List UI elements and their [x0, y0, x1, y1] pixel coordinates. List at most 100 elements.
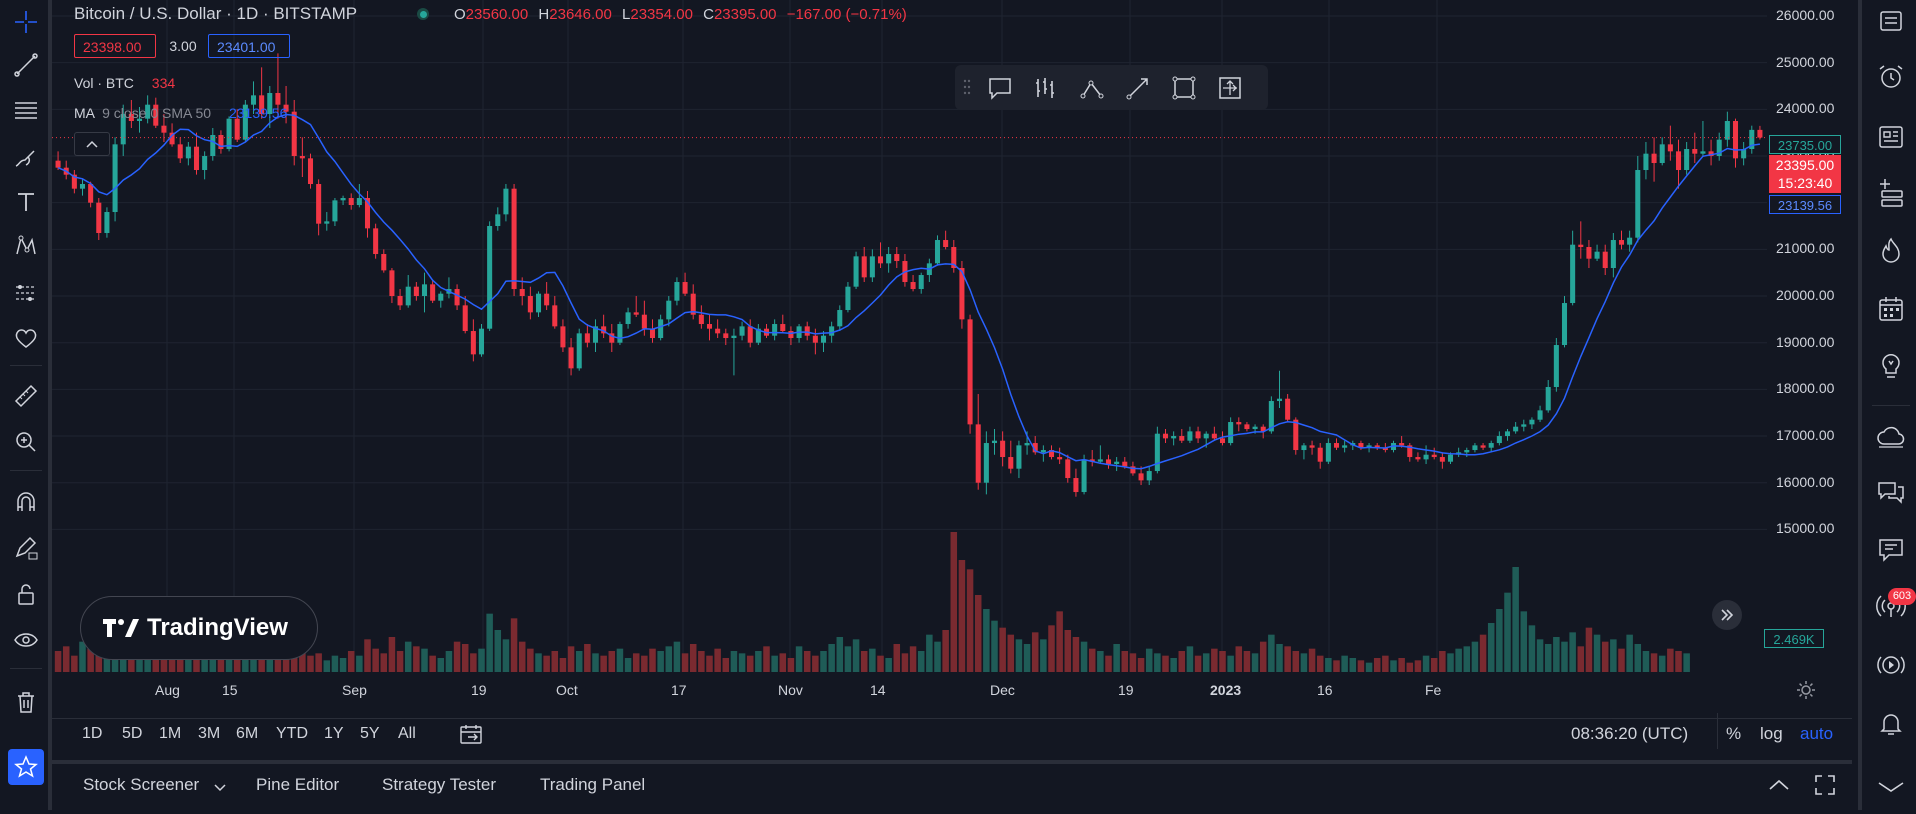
candle	[1211, 426, 1217, 441]
expand-panel-icon[interactable]	[1767, 776, 1791, 794]
public-chats-icon[interactable]	[1872, 531, 1910, 569]
log-scale-toggle[interactable]: log	[1760, 724, 1783, 743]
ma-legend[interactable]: MA 9 close 0 SMA 50 23139.56	[74, 105, 287, 121]
collapse-legend-button[interactable]	[74, 132, 110, 156]
lock-icon[interactable]	[8, 576, 44, 612]
tab-trading-panel[interactable]: Trading Panel	[540, 775, 646, 794]
volume-bar	[1585, 627, 1593, 672]
candle	[153, 97, 159, 129]
horizontal-lines-icon[interactable]	[8, 92, 44, 128]
alerts-bell-icon[interactable]	[1872, 704, 1910, 742]
volume-bar	[1056, 611, 1063, 672]
candle	[389, 268, 395, 304]
buy-price-button[interactable]: 23401.00	[208, 34, 290, 58]
go-to-date-icon[interactable]	[458, 722, 484, 748]
candle-body	[250, 95, 257, 105]
arrow-line-icon[interactable]	[1121, 71, 1155, 105]
candle-body	[1659, 144, 1665, 164]
replay-play-icon[interactable]	[1872, 646, 1910, 684]
chats-icon[interactable]	[1872, 474, 1910, 512]
tab-pine-editor[interactable]: Pine Editor	[256, 775, 340, 794]
draw-lock-icon[interactable]	[8, 530, 44, 566]
tab-stock-screener[interactable]: Stock Screener	[83, 775, 200, 794]
range-button[interactable]: 5Y	[360, 725, 380, 742]
hotlists-flame-icon[interactable]	[1872, 232, 1910, 270]
volume-label: Vol · BTC	[74, 75, 134, 91]
candle	[535, 291, 542, 318]
candle-body	[1285, 398, 1291, 420]
maximize-panel-icon[interactable]	[1813, 773, 1837, 797]
crosshair-icon[interactable]	[8, 4, 44, 40]
volume-bar	[665, 646, 673, 672]
volume-bar	[1325, 658, 1332, 672]
object-tree-icon[interactable]	[1872, 175, 1910, 213]
volume-bar	[689, 644, 697, 672]
watchlist-icon[interactable]	[1872, 2, 1910, 40]
volume-bar	[299, 641, 306, 672]
candle-body	[120, 114, 126, 145]
trend-line-icon[interactable]	[8, 47, 44, 83]
range-button[interactable]: 5D	[122, 725, 143, 742]
drawing-toolbar	[0, 0, 52, 810]
path-icon[interactable]	[1075, 71, 1109, 105]
candle-body	[1537, 410, 1543, 420]
favorites-star-icon[interactable]	[8, 749, 44, 785]
tradingview-logo[interactable]: TradingView	[80, 596, 318, 660]
market-status-icon[interactable]	[417, 8, 429, 20]
volume-bar	[1536, 639, 1544, 672]
candle-body	[918, 275, 924, 290]
calendar-icon[interactable]	[1872, 290, 1910, 328]
candle	[356, 184, 362, 208]
callout-icon[interactable]	[983, 71, 1017, 105]
magnet-icon[interactable]	[8, 484, 44, 520]
trash-icon[interactable]	[8, 684, 44, 720]
tab-strategy-tester[interactable]: Strategy Tester	[382, 775, 497, 794]
volume-bar	[1007, 634, 1015, 672]
candle-body	[1179, 436, 1185, 441]
range-button[interactable]: 6M	[236, 725, 259, 742]
forecast-icon[interactable]	[8, 275, 44, 311]
range-button[interactable]: YTD	[276, 725, 308, 742]
chevron-down-icon[interactable]	[213, 779, 227, 792]
pattern-icon[interactable]	[8, 228, 44, 264]
range-button[interactable]: 1Y	[324, 725, 344, 742]
candle-body	[1057, 457, 1063, 460]
streams-cloud-icon[interactable]	[1872, 417, 1910, 455]
volume-legend[interactable]: Vol · BTC 334	[74, 75, 175, 91]
auto-scale-toggle[interactable]: auto	[1800, 724, 1834, 743]
rectangle-icon[interactable]	[1167, 71, 1201, 105]
range-button[interactable]: 1D	[82, 725, 103, 742]
alarm-clock-icon[interactable]	[1872, 58, 1910, 96]
ideas-lightbulb-icon[interactable]	[1872, 347, 1910, 385]
range-button[interactable]: 3M	[198, 725, 221, 742]
zoom-in-icon[interactable]	[8, 424, 44, 460]
candle-body	[1667, 144, 1673, 152]
chart-pane[interactable]	[52, 0, 1852, 720]
candle-body	[943, 240, 949, 248]
heart-icon[interactable]	[8, 320, 44, 356]
candle	[894, 247, 900, 269]
eye-icon[interactable]	[8, 622, 44, 658]
range-button[interactable]: All	[398, 725, 416, 742]
ruler-icon[interactable]	[8, 378, 44, 414]
drag-handle-icon[interactable]	[963, 78, 971, 96]
news-icon[interactable]	[1872, 118, 1910, 156]
notifications-broadcast-icon[interactable]	[1872, 587, 1910, 625]
time-axis-label: 14	[870, 682, 886, 698]
collapse-sidebar-icon[interactable]	[1872, 764, 1910, 802]
date-price-range-icon[interactable]	[1213, 71, 1247, 105]
volume-bar	[437, 658, 445, 672]
range-button[interactable]: 1M	[159, 725, 182, 742]
text-icon[interactable]	[8, 184, 44, 220]
scroll-to-realtime-button[interactable]	[1712, 600, 1742, 630]
chart-settings-icon[interactable]	[1796, 680, 1816, 700]
brush-icon[interactable]	[8, 140, 44, 176]
volume-bar	[592, 653, 599, 672]
bars-pattern-icon[interactable]	[1029, 71, 1063, 105]
symbol-title[interactable]: Bitcoin / U.S. Dollar · 1D · BITSTAMP	[74, 4, 358, 23]
percent-scale-toggle[interactable]: %	[1726, 724, 1742, 743]
sell-price-button[interactable]: 23398.00	[74, 34, 156, 58]
candle	[877, 242, 884, 269]
clock-timezone[interactable]: 08:36:20 (UTC)	[1571, 724, 1689, 743]
price-chart-canvas[interactable]	[52, 0, 1852, 720]
